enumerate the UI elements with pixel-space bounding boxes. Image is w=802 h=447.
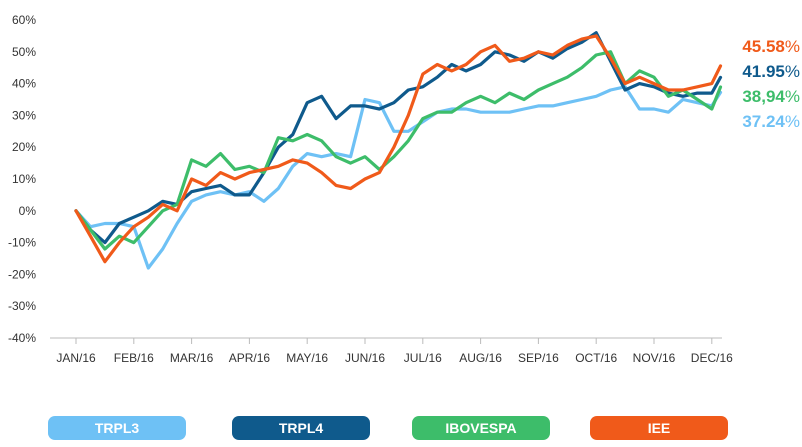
y-tick-label: 40% [12,77,36,91]
legend-swatch [48,416,186,440]
x-tick-label: DEC/16 [691,351,733,365]
series-line-iee [74,34,723,264]
end-label-iee: 45.58% [742,37,800,56]
x-axis: JAN/16 FEB/16 MAR/16 APR/16 MAY/16 JUN/16 JUL/… [50,337,733,365]
legend-swatch [590,416,728,440]
y-tick-label: 50% [12,45,36,59]
end-label-ibovespa: 38,94% [742,87,800,106]
x-tick-label: MAY/16 [286,351,328,365]
series-end-labels: 45.58% 41.95% 38,94% 37.24% [742,37,800,131]
legend-swatch [412,416,550,440]
y-tick-label: 0% [19,204,37,218]
y-tick-label: 10% [12,172,36,186]
y-tick-label: -40% [8,331,36,345]
legend-item-trpl3: TRPL3 [48,416,186,440]
y-tick-label: 20% [12,140,36,154]
series-lines [74,31,723,270]
legend-label: IEE [648,420,671,436]
legend-item-iee: IEE [590,416,728,440]
x-tick-label: JAN/16 [56,351,96,365]
y-tick-label: 60% [12,13,36,27]
end-label-trpl3: 37.24% [742,112,800,131]
legend: TRPL3 TRPL4 IBOVESPA IEE [48,416,728,440]
y-tick-label: -20% [8,267,36,281]
x-tick-label: MAR/16 [170,351,214,365]
series-line-trpl3 [74,85,723,270]
legend-swatch [232,416,370,440]
x-tick-label: APR/16 [229,351,271,365]
x-tick-label: NOV/16 [633,351,676,365]
y-tick-label: -10% [8,236,36,250]
legend-label: IBOVESPA [445,420,516,436]
x-tick-label: AUG/16 [459,351,502,365]
x-tick-label: OCT/16 [575,351,617,365]
x-tick-label: SEP/16 [518,351,559,365]
y-tick-label: -30% [8,299,36,313]
legend-item-ibovespa: IBOVESPA [412,416,550,440]
end-label-trpl4: 41.95% [742,62,800,81]
y-axis-tick-labels: 60% 50% 40% 30% 20% 10% 0% -10% -20% -30% -40% [8,13,36,345]
x-tick-label: JUL/16 [404,351,442,365]
legend-label: TRPL3 [95,420,140,436]
x-tick-label: JUN/16 [345,351,385,365]
x-tick-label: FEB/16 [114,351,154,365]
y-tick-label: 30% [12,108,36,122]
legend-label: TRPL4 [279,420,324,436]
legend-item-trpl4: TRPL4 [232,416,370,440]
